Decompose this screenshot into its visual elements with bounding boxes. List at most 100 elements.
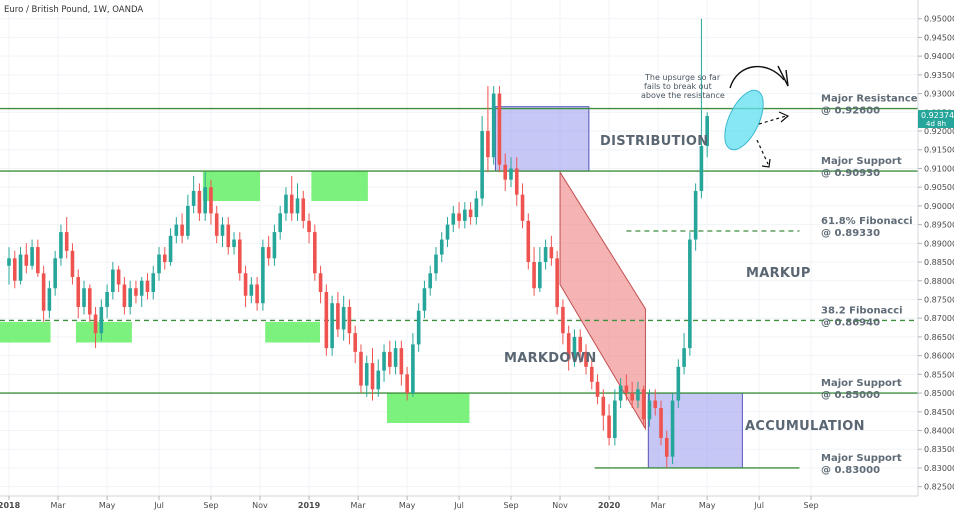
phase-label: MARKDOWN — [504, 351, 597, 366]
level-value: @ 0.86940 — [821, 317, 880, 328]
candle-body — [514, 168, 519, 195]
candle-body — [168, 235, 173, 263]
candle-body — [376, 370, 381, 390]
arrow-head — [761, 158, 771, 168]
candle-body — [434, 254, 438, 274]
candle-body — [445, 224, 450, 240]
x-tick-label: 2019 — [298, 501, 321, 510]
candles — [7, 18, 709, 468]
x-tick-label: May — [399, 501, 416, 510]
candle-body — [411, 344, 415, 394]
candle-body — [243, 273, 248, 296]
candle-body — [468, 209, 473, 218]
x-tick-label: Jul — [453, 501, 464, 510]
arrow-dashed — [756, 139, 769, 165]
y-tick-label: 0.94000 — [924, 52, 954, 61]
candle-body — [641, 389, 646, 420]
candle-body — [87, 288, 92, 315]
x-tick-label: Mar — [50, 501, 66, 510]
candle-body — [480, 131, 484, 199]
y-tick-label: 0.88500 — [924, 258, 954, 267]
arrow-dashed — [758, 115, 787, 125]
candle-body — [693, 190, 698, 240]
candle-body — [405, 374, 409, 394]
candle-body — [618, 385, 623, 401]
candle-body — [197, 190, 202, 214]
zone-green — [311, 171, 368, 202]
y-tick-label: 0.83000 — [924, 464, 954, 473]
level-label: Major Support — [821, 453, 902, 464]
candle-body — [543, 247, 548, 263]
candle-body — [59, 232, 63, 259]
candle-body — [670, 400, 675, 457]
candle-body — [584, 351, 588, 367]
level-label: 38.2 Fibonacci — [821, 305, 903, 316]
candle-body — [659, 408, 663, 438]
y-tick-label: 0.95000 — [924, 15, 954, 24]
arrow-curve — [729, 65, 785, 89]
candle-body — [370, 363, 375, 390]
y-tick-label: 0.83500 — [924, 445, 954, 454]
arrow-head — [777, 65, 789, 87]
candle-body — [647, 400, 652, 420]
annotation-text: fails to break out — [644, 82, 712, 91]
x-tick-label: May — [699, 501, 716, 510]
level-value: @ 0.83000 — [821, 465, 880, 476]
candle-body — [324, 291, 329, 349]
candle-body — [134, 288, 138, 296]
candle-body — [93, 314, 98, 334]
candle-body — [705, 116, 709, 146]
candle-body — [578, 336, 583, 352]
candle-body — [203, 187, 207, 214]
candle-body — [491, 93, 496, 158]
y-tick-label: 0.89500 — [924, 221, 954, 230]
candle-body — [676, 366, 681, 401]
y-tick-label: 0.93000 — [924, 90, 954, 99]
x-tick-label: Nov — [552, 501, 568, 510]
candle-body — [238, 239, 242, 274]
candle-body — [284, 194, 288, 214]
candle-body — [532, 262, 536, 289]
candle-body — [636, 389, 640, 401]
candle-body — [116, 269, 121, 285]
candle-body — [572, 336, 577, 360]
candle-body — [295, 198, 300, 214]
candle-body — [36, 247, 40, 274]
candle-body — [463, 209, 467, 221]
candle-body — [364, 363, 369, 386]
candle-body — [549, 247, 554, 259]
arrow-head — [778, 111, 790, 123]
candle-body — [191, 190, 196, 206]
candle-body — [128, 288, 132, 307]
y-axis: 0.82500 0.83000 0.83500 0.84000 0.84500 0.850… — [917, 0, 954, 496]
candle-body — [255, 284, 259, 304]
candle-body — [30, 247, 34, 266]
level-label: 61.8% Fibonacci — [821, 216, 913, 227]
candle-body — [682, 348, 686, 367]
candle-body — [359, 351, 363, 386]
zone-green — [386, 393, 470, 424]
candle-body — [699, 145, 704, 191]
candle-body — [111, 269, 115, 292]
y-tick-label: 0.91500 — [924, 146, 954, 155]
x-tick-label: 2018 — [0, 501, 21, 510]
candle-body — [561, 306, 565, 334]
y-tick-label: 0.91000 — [924, 164, 954, 173]
price-tag-value: 0.92374 — [921, 111, 954, 120]
level-value: @ 0.89330 — [821, 228, 880, 239]
annotations: DISTRIBUTION MARKDOWN MARKUP ACCUMULATION Th… — [504, 65, 865, 434]
candle-body — [53, 258, 57, 289]
candle-body — [64, 232, 69, 251]
candle-body — [341, 306, 346, 330]
candle-body — [76, 277, 81, 307]
candle-body — [538, 262, 542, 289]
phase-label: ACCUMULATION — [745, 419, 865, 434]
candle-body — [688, 239, 692, 349]
candle-body — [289, 194, 294, 214]
candle-body — [457, 213, 461, 221]
candle-body — [486, 131, 490, 158]
y-tick-label: 0.84000 — [924, 426, 954, 435]
x-tick-label: Jul — [753, 501, 764, 510]
candle-body — [607, 415, 611, 438]
